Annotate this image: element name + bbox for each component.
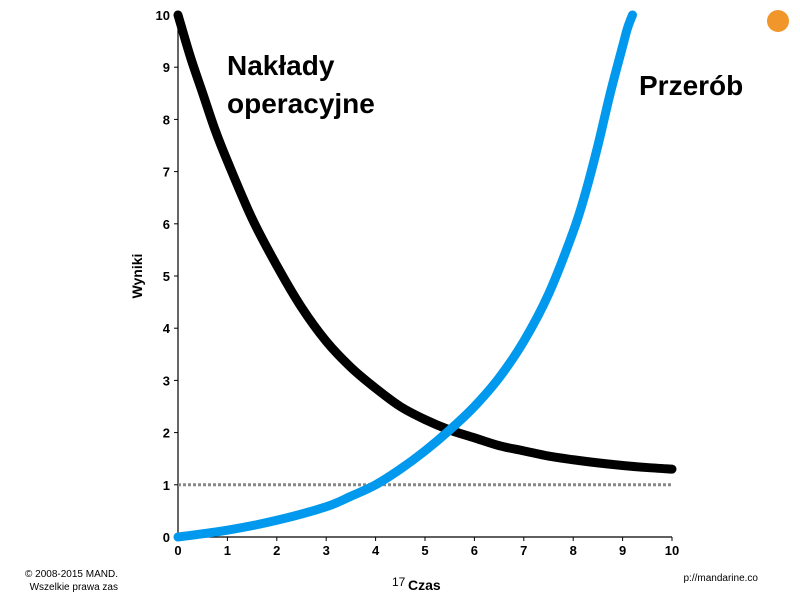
y-tick-label: 3 bbox=[163, 373, 170, 388]
x-tick-label: 1 bbox=[224, 543, 231, 558]
copyright-notice: © 2008-2015 MAND. Wszelkie prawa zas bbox=[25, 568, 118, 594]
x-tick-label: 3 bbox=[323, 543, 330, 558]
x-tick-label: 5 bbox=[421, 543, 428, 558]
series-layer bbox=[173, 10, 677, 542]
series-label-naklady-operacyjne-line-2: operacyjne bbox=[227, 88, 375, 119]
y-tick-label: 10 bbox=[156, 8, 170, 23]
series-line-przerob bbox=[173, 10, 637, 542]
y-tick-label: 9 bbox=[163, 60, 170, 75]
x-tick-label: 8 bbox=[570, 543, 577, 558]
y-tick-label: 2 bbox=[163, 426, 170, 441]
tick-layer: 0 1 2 3 4 5 6 7 8 9 10 0 1 2 3 4 5 6 7 8 9 10 bbox=[156, 8, 680, 558]
x-axis-label: Czas bbox=[408, 577, 441, 593]
x-tick-label: 0 bbox=[174, 543, 181, 558]
status-dot bbox=[767, 10, 789, 32]
y-tick-label: 0 bbox=[163, 530, 170, 545]
y-tick-label: 8 bbox=[163, 112, 170, 127]
y-tick-label: 7 bbox=[163, 165, 170, 180]
series-label-naklady-operacyjne-line-1: Nakłady bbox=[227, 50, 335, 81]
copyright-line-1: © 2008-2015 MAND. bbox=[25, 569, 118, 580]
page-number: 17 bbox=[392, 575, 406, 589]
series-labels: Nakłady operacyjne Przerób bbox=[227, 50, 743, 119]
series-label-przerob-line-1: Przerób bbox=[639, 70, 743, 101]
y-tick-label: 5 bbox=[163, 269, 170, 284]
y-tick-label: 6 bbox=[163, 217, 170, 232]
x-tick-label: 4 bbox=[372, 543, 380, 558]
x-tick-label: 10 bbox=[665, 543, 679, 558]
copyright-line-2: Wszelkie prawa zas bbox=[29, 582, 118, 593]
series-line-naklady-operacyjne bbox=[173, 10, 677, 474]
x-tick-label: 9 bbox=[619, 543, 626, 558]
x-tick-label: 6 bbox=[471, 543, 478, 558]
x-tick-label: 7 bbox=[520, 543, 527, 558]
x-tick-label: 2 bbox=[273, 543, 280, 558]
y-tick-label: 1 bbox=[163, 478, 170, 493]
y-tick-label: 4 bbox=[163, 321, 171, 336]
footer-url: p://mandarine.co bbox=[683, 573, 759, 584]
y-axis-label: Wyniki bbox=[129, 254, 145, 299]
